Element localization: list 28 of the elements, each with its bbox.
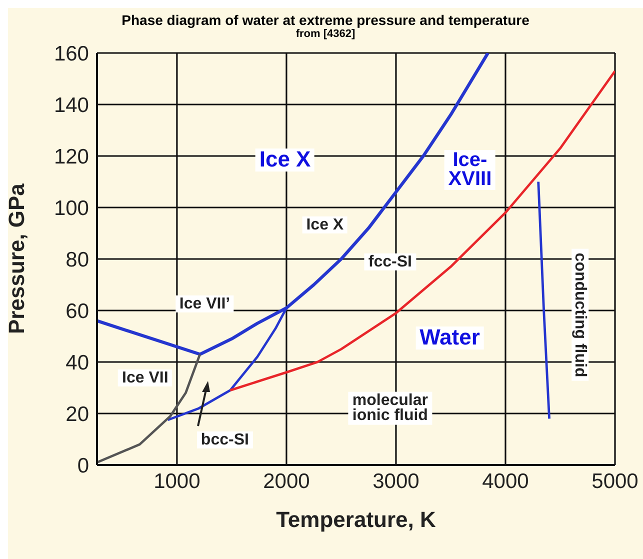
x-tick-label: 4000 bbox=[482, 470, 529, 493]
chart-subtitle: from [4362] bbox=[294, 28, 356, 41]
x-tick-label: 2000 bbox=[263, 470, 310, 493]
y-tick-label: 100 bbox=[54, 196, 89, 220]
annotation: fcc-SI bbox=[368, 253, 412, 270]
annotation: Water bbox=[420, 324, 480, 350]
y-tick-label: 40 bbox=[66, 351, 89, 374]
annotation: molecular ionic fluid bbox=[352, 392, 428, 424]
annotation: bcc-SI bbox=[200, 431, 249, 448]
y-tick-label: 80 bbox=[66, 248, 89, 272]
annotation: Ice VII bbox=[122, 369, 168, 386]
y-tick-label: 140 bbox=[54, 94, 89, 117]
x-tick-label: 5000 bbox=[592, 470, 638, 493]
y-tick-label: 120 bbox=[54, 145, 89, 168]
chart-title: Phase diagram of water at extreme pressure and temperature bbox=[120, 12, 530, 28]
annotation: Ice- XVIII bbox=[448, 149, 492, 190]
y-tick-label: 20 bbox=[66, 402, 89, 426]
y-tick-label: 60 bbox=[66, 300, 89, 323]
x-axis-title: Temperature, K bbox=[276, 507, 436, 532]
annotation: Ice VII’ bbox=[179, 295, 230, 312]
y-tick-label: 0 bbox=[77, 454, 89, 478]
annotation: Ice X bbox=[306, 216, 344, 234]
annotation: Ice X bbox=[259, 146, 311, 172]
y-axis-title: Pressure, GPa bbox=[4, 182, 29, 334]
x-tick-label: 1000 bbox=[154, 470, 200, 493]
x-tick-label: 3000 bbox=[372, 470, 420, 493]
annotation: conducting fluid bbox=[571, 252, 588, 378]
y-tick-label: 160 bbox=[54, 42, 89, 66]
